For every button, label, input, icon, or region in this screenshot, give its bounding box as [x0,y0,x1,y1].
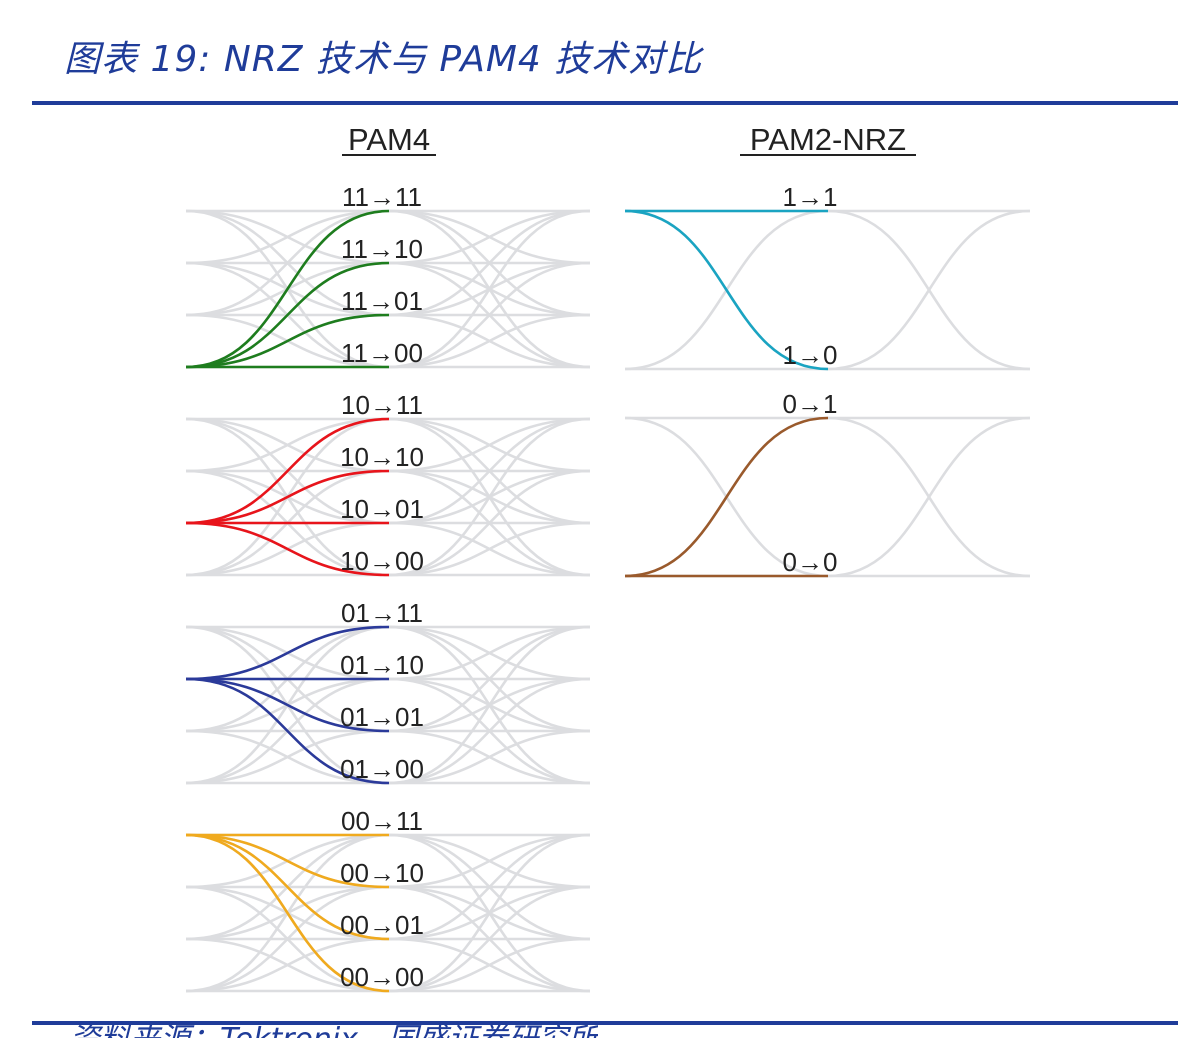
transition-label: 10→10 [340,442,424,472]
transition-trace [185,209,390,369]
transition-trace [185,469,390,525]
transition-label: 10→11 [341,390,423,420]
transition-label: 11→00 [341,338,423,368]
highlighted-transitions [624,416,829,578]
transition-label: 00→01 [340,910,424,940]
transition-trace [185,417,390,525]
eye-trace [388,417,591,577]
transition-label: 00→10 [340,858,424,888]
eye-trace [388,209,591,265]
transition-trace [185,677,390,785]
transition-trace [185,261,390,369]
transition-label: 10→00 [340,546,424,576]
eye-trace [388,937,591,993]
diagram-panel [170,120,1036,1020]
eye-trace [827,416,1031,578]
transition-label: 1→0 [783,340,838,370]
eye-trace [388,209,591,369]
transition-trace [185,833,390,889]
eye-trace [827,209,1031,371]
nrz-panel-0: 0→1 0→0 [624,389,1031,578]
transition-label: 01→11 [341,598,423,628]
nrz-heading: PAM2-NRZ [750,122,906,157]
transition-label: 0→1 [783,389,838,419]
eye-trace [185,885,390,993]
transition-label: 10→01 [340,494,424,524]
eye-trace [388,625,591,785]
eye-trace [388,469,591,577]
pam4-panel-10: 10→11 10→10 10→01 10→00 [185,390,591,577]
eye-trace [388,677,591,785]
eye-trace [388,625,591,681]
eye-trace [185,937,390,993]
highlighted-transitions [624,209,829,371]
nrz-panel-1: 1→1 1→0 [624,182,1031,371]
transition-label: 01→01 [340,702,424,732]
highlighted-transitions [185,209,390,369]
eye-trace [388,417,591,473]
transition-label: 00→11 [341,806,423,836]
source-note: 资料来源：Tektronix，国盛证券研究所 [70,1025,598,1038]
transition-label: 01→00 [340,754,424,784]
eye-trace [185,209,390,265]
transition-trace [185,313,390,369]
transition-label: 00→00 [340,962,424,992]
eye-trace [388,833,591,993]
eye-trace [388,625,591,733]
eye-trace [388,209,591,317]
eye-trace [185,729,390,785]
highlighted-transitions [185,833,390,993]
transition-trace [624,209,829,371]
transition-trace [185,833,390,993]
transition-label: 1→1 [783,182,838,212]
eye-trace [388,833,591,941]
eye-trace [388,261,591,369]
transition-trace [185,625,390,681]
nrz-eye-panels: 1→1 1→0 0→1 0→0 [624,182,1031,578]
footer-divider [32,1021,1178,1025]
eye-background [185,833,591,993]
transition-trace [624,416,829,578]
transition-label: 11→01 [341,286,423,316]
eye-trace [388,729,591,785]
eye-trace [185,209,390,317]
transition-label: 01→10 [340,650,424,680]
eye-background [185,625,591,785]
eye-trace [185,417,390,473]
transition-trace [185,521,390,577]
eye-trace [388,833,591,889]
transition-label: 0→0 [783,547,838,577]
highlighted-transitions [185,625,390,785]
highlighted-transitions [185,417,390,577]
transition-trace [185,833,390,941]
title-divider [32,101,1178,105]
transition-label: 11→11 [342,182,422,212]
transition-label: 11→10 [341,234,423,264]
eye-trace [388,885,591,993]
figure-title: 图表 19: NRZ 技术与 PAM4 技术对比 [64,39,703,80]
pam4-panel-01: 01→11 01→10 01→01 01→00 [185,598,591,785]
pam4-heading: PAM4 [348,122,430,157]
eye-trace [388,521,591,577]
eye-trace [388,313,591,369]
pam4-eye-panels: 11→11 11→10 11→01 11→00 10→11 10→10 10→01 10→00… [185,182,591,993]
pam4-panel-11: 11→11 11→10 11→01 11→00 [185,182,591,369]
transition-trace [185,677,390,733]
eye-trace [388,417,591,525]
pam4-panel-00: 00→11 00→10 00→01 00→00 [185,806,591,993]
